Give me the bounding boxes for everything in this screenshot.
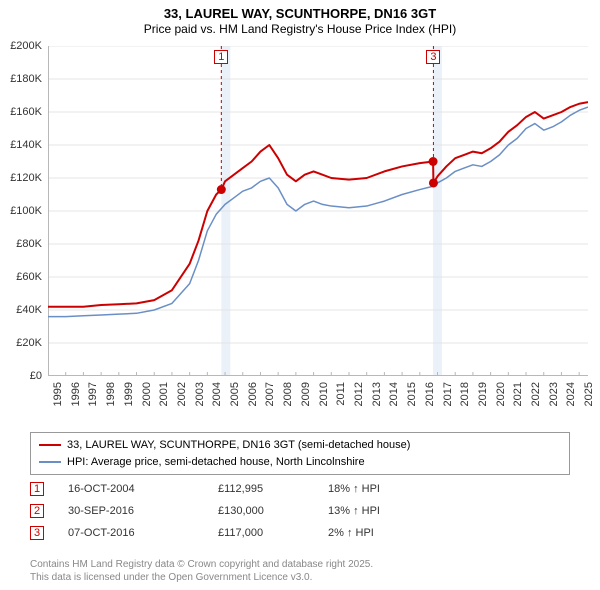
legend-label: HPI: Average price, semi-detached house,…: [67, 454, 365, 471]
sales-pct: 18% ↑ HPI: [328, 483, 570, 495]
x-tick-label: 2020: [495, 382, 507, 406]
x-tick-label: 2012: [353, 382, 365, 406]
x-tick-label: 1998: [105, 382, 117, 406]
x-tick-label: 2013: [371, 382, 383, 406]
x-tick-label: 2014: [388, 382, 400, 406]
y-tick-label: £0: [30, 370, 42, 382]
x-tick-label: 2002: [176, 382, 188, 406]
sales-marker-number: 2: [30, 504, 44, 518]
x-tick-label: 2003: [194, 382, 206, 406]
sales-pct: 2% ↑ HPI: [328, 527, 570, 539]
y-tick-label: £40K: [16, 304, 42, 316]
x-tick-label: 2010: [318, 382, 330, 406]
legend-item: 33, LAUREL WAY, SCUNTHORPE, DN16 3GT (se…: [39, 437, 561, 454]
y-tick-label: £120K: [10, 172, 42, 184]
x-tick-label: 1996: [70, 382, 82, 406]
y-tick-label: £100K: [10, 205, 42, 217]
sales-date: 07-OCT-2016: [68, 527, 218, 539]
x-tick-label: 1999: [123, 382, 135, 406]
x-tick-label: 1997: [87, 382, 99, 406]
sales-row: 2 30-SEP-2016£130,00013% ↑ HPI: [30, 500, 570, 522]
x-tick-label: 2007: [264, 382, 276, 406]
x-tick-label: 2022: [530, 382, 542, 406]
chart-title-block: 33, LAUREL WAY, SCUNTHORPE, DN16 3GT Pri…: [0, 0, 600, 37]
x-tick-label: 2016: [424, 382, 436, 406]
chart-marker-label: 3: [426, 50, 440, 64]
legend: 33, LAUREL WAY, SCUNTHORPE, DN16 3GT (se…: [30, 432, 570, 475]
sales-date: 16-OCT-2004: [68, 483, 218, 495]
sales-marker-number: 3: [30, 526, 44, 540]
x-tick-label: 2017: [442, 382, 454, 406]
x-tick-label: 2025: [583, 382, 595, 406]
y-tick-label: £20K: [16, 337, 42, 349]
footer-attribution: Contains HM Land Registry data © Crown c…: [30, 558, 373, 584]
sales-table: 1 16-OCT-2004£112,99518% ↑ HPI 2 30-SEP-201…: [30, 478, 570, 544]
y-tick-label: £160K: [10, 106, 42, 118]
x-tick-label: 1995: [52, 382, 64, 406]
sales-price: £130,000: [218, 505, 328, 517]
sales-price: £112,995: [218, 483, 328, 495]
x-tick-label: 2005: [229, 382, 241, 406]
footer-line-2: This data is licensed under the Open Gov…: [30, 571, 373, 584]
legend-swatch: [39, 461, 61, 463]
y-tick-label: £80K: [16, 238, 42, 250]
sales-price: £117,000: [218, 527, 328, 539]
y-tick-label: £140K: [10, 139, 42, 151]
chart-title: 33, LAUREL WAY, SCUNTHORPE, DN16 3GT: [0, 6, 600, 22]
x-tick-label: 2000: [141, 382, 153, 406]
x-tick-label: 2021: [512, 382, 524, 406]
sales-pct: 13% ↑ HPI: [328, 505, 570, 517]
x-tick-label: 2024: [565, 382, 577, 406]
y-tick-label: £60K: [16, 271, 42, 283]
chart-svg: [48, 46, 588, 376]
x-tick-label: 2023: [548, 382, 560, 406]
footer-line-1: Contains HM Land Registry data © Crown c…: [30, 558, 373, 571]
x-tick-label: 2011: [335, 382, 347, 406]
chart-marker-label: 1: [214, 50, 228, 64]
legend-item: HPI: Average price, semi-detached house,…: [39, 454, 561, 471]
y-tick-label: £200K: [10, 40, 42, 52]
x-tick-label: 2019: [477, 382, 489, 406]
sales-marker-number: 1: [30, 482, 44, 496]
x-tick-label: 2009: [300, 382, 312, 406]
sales-date: 30-SEP-2016: [68, 505, 218, 517]
x-tick-label: 2004: [211, 382, 223, 406]
sales-row: 3 07-OCT-2016£117,0002% ↑ HPI: [30, 522, 570, 544]
chart-plot-area: 13: [48, 46, 588, 376]
x-tick-label: 2001: [158, 382, 170, 406]
legend-label: 33, LAUREL WAY, SCUNTHORPE, DN16 3GT (se…: [67, 437, 410, 454]
x-tick-label: 2006: [247, 382, 259, 406]
y-axis-ticks: £0£20K£40K£60K£80K£100K£120K£140K£160K£1…: [0, 46, 46, 376]
x-tick-label: 2018: [459, 382, 471, 406]
sales-row: 1 16-OCT-2004£112,99518% ↑ HPI: [30, 478, 570, 500]
chart-subtitle: Price paid vs. HM Land Registry's House …: [0, 22, 600, 37]
x-tick-label: 2008: [282, 382, 294, 406]
x-axis-ticks: 1995 1996 1997 1998 1999 2000 2001 2002 2003 2004…: [48, 378, 588, 433]
y-tick-label: £180K: [10, 73, 42, 85]
x-tick-label: 2015: [406, 382, 418, 406]
legend-swatch: [39, 444, 61, 446]
